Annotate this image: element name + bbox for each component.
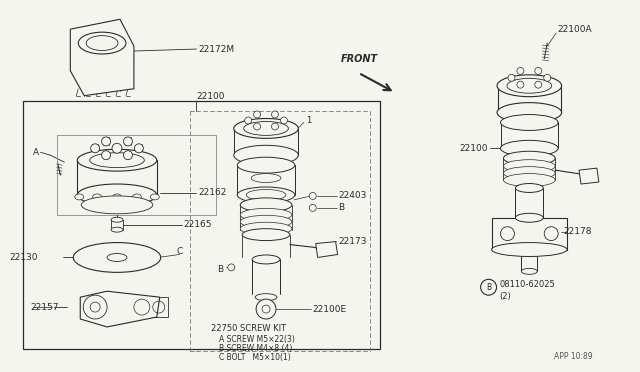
Circle shape: [535, 67, 541, 74]
Ellipse shape: [74, 243, 161, 272]
Circle shape: [517, 81, 524, 88]
Polygon shape: [70, 19, 134, 96]
Text: 22100: 22100: [196, 92, 225, 101]
Ellipse shape: [150, 194, 159, 200]
Ellipse shape: [240, 198, 292, 212]
Polygon shape: [316, 241, 337, 257]
Text: 22172M: 22172M: [198, 45, 235, 54]
Text: 22165: 22165: [184, 220, 212, 229]
Ellipse shape: [75, 194, 84, 200]
Bar: [58, 135, 216, 215]
Ellipse shape: [255, 294, 277, 301]
Ellipse shape: [111, 217, 123, 222]
Ellipse shape: [234, 119, 298, 138]
Circle shape: [271, 123, 278, 130]
Circle shape: [124, 137, 132, 146]
Circle shape: [112, 143, 122, 153]
Ellipse shape: [504, 151, 555, 165]
Circle shape: [102, 137, 111, 146]
Text: APP 10:89: APP 10:89: [554, 352, 593, 361]
Text: 22100A: 22100A: [557, 25, 592, 34]
Text: 22178: 22178: [563, 227, 591, 236]
Text: 1: 1: [306, 116, 311, 125]
Ellipse shape: [504, 160, 555, 173]
Text: FRONT: FRONT: [340, 54, 378, 64]
Ellipse shape: [497, 103, 562, 122]
Ellipse shape: [240, 222, 292, 235]
Ellipse shape: [497, 75, 562, 97]
Text: 22157: 22157: [31, 302, 59, 312]
Ellipse shape: [522, 268, 537, 274]
Text: B: B: [217, 265, 223, 274]
Circle shape: [83, 295, 107, 319]
Circle shape: [271, 111, 278, 118]
Text: 22130: 22130: [9, 253, 38, 262]
Circle shape: [102, 151, 111, 160]
Circle shape: [309, 204, 316, 211]
Text: 22100E: 22100E: [313, 305, 347, 314]
Circle shape: [500, 227, 515, 241]
Circle shape: [508, 74, 515, 81]
Ellipse shape: [504, 167, 555, 180]
Bar: [22, 101, 380, 349]
Ellipse shape: [242, 229, 290, 241]
Circle shape: [256, 299, 276, 319]
Text: 08110-62025: 08110-62025: [499, 280, 556, 289]
Ellipse shape: [93, 194, 102, 200]
Ellipse shape: [240, 215, 292, 228]
Text: A: A: [33, 148, 38, 157]
Circle shape: [253, 111, 260, 118]
Text: 22750 SCREW KIT: 22750 SCREW KIT: [211, 324, 287, 333]
Ellipse shape: [132, 194, 141, 200]
Ellipse shape: [81, 196, 153, 214]
Circle shape: [544, 227, 558, 241]
Ellipse shape: [113, 194, 122, 200]
Ellipse shape: [237, 187, 295, 203]
Text: B: B: [339, 203, 345, 212]
Circle shape: [544, 74, 550, 81]
Ellipse shape: [240, 208, 292, 221]
Polygon shape: [579, 168, 599, 184]
Circle shape: [253, 123, 260, 130]
Text: A SCREW M5×22(3): A SCREW M5×22(3): [220, 335, 295, 344]
Ellipse shape: [77, 149, 157, 171]
Ellipse shape: [252, 255, 280, 264]
Bar: [150, 297, 168, 317]
Circle shape: [91, 144, 100, 153]
Text: 22403: 22403: [339, 192, 367, 201]
Polygon shape: [80, 291, 160, 327]
Ellipse shape: [504, 174, 555, 186]
Ellipse shape: [237, 157, 295, 173]
Ellipse shape: [515, 213, 543, 222]
Bar: [111, 220, 123, 230]
Ellipse shape: [492, 243, 567, 256]
Ellipse shape: [515, 183, 543, 192]
Text: 22100: 22100: [459, 144, 488, 153]
Text: (2): (2): [499, 292, 511, 301]
Ellipse shape: [111, 227, 123, 232]
Text: B SCREW M4×8 (4): B SCREW M4×8 (4): [220, 344, 292, 353]
Bar: [492, 218, 567, 250]
Circle shape: [309, 192, 316, 199]
Ellipse shape: [500, 140, 558, 156]
Circle shape: [535, 81, 541, 88]
Circle shape: [124, 151, 132, 160]
Circle shape: [134, 299, 150, 315]
Circle shape: [280, 117, 287, 124]
Ellipse shape: [234, 145, 298, 165]
Text: C: C: [177, 247, 183, 256]
Ellipse shape: [500, 115, 558, 131]
Ellipse shape: [78, 32, 126, 54]
Circle shape: [228, 264, 235, 271]
Text: 22173: 22173: [339, 237, 367, 246]
Circle shape: [244, 117, 252, 124]
Circle shape: [481, 279, 497, 295]
Text: C BOLT   M5×10(1): C BOLT M5×10(1): [220, 353, 291, 362]
Ellipse shape: [77, 184, 157, 206]
Text: B: B: [486, 283, 491, 292]
Text: 22162: 22162: [198, 189, 227, 198]
Circle shape: [134, 144, 143, 153]
Circle shape: [517, 67, 524, 74]
